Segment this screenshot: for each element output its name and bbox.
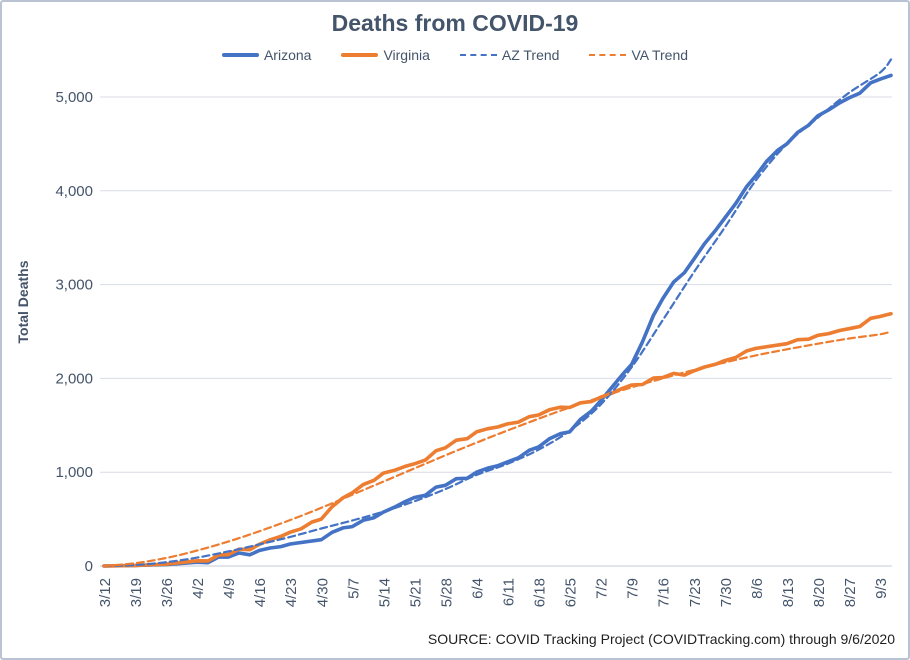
x-tick-label: 7/16 bbox=[656, 578, 673, 607]
x-tick-label: 7/2 bbox=[594, 578, 611, 599]
source-note: SOURCE: COVID Tracking Project (COVIDTra… bbox=[427, 631, 895, 647]
az-trend-dash-sample bbox=[459, 54, 497, 56]
x-tick-label: 4/23 bbox=[283, 578, 300, 607]
legend: Arizona Virginia AZ Trend VA Trend bbox=[2, 47, 908, 63]
x-tick-label: 5/21 bbox=[407, 578, 424, 607]
x-tick-label: 6/18 bbox=[532, 578, 549, 607]
arizona-line-sample bbox=[221, 53, 259, 57]
x-tick-label: 5/14 bbox=[376, 578, 393, 607]
x-tick-label: 4/30 bbox=[314, 578, 331, 607]
legend-label: AZ Trend bbox=[501, 47, 560, 63]
x-tick-label: 8/13 bbox=[780, 578, 797, 607]
y-tick-label: 5,000 bbox=[55, 89, 93, 106]
x-tick-label: 5/28 bbox=[438, 578, 455, 607]
x-tick-label: 4/16 bbox=[252, 578, 269, 607]
y-tick-label: 1,000 bbox=[55, 464, 93, 481]
virginia-line-sample bbox=[341, 53, 379, 57]
series-line-virginia[interactable] bbox=[102, 311, 893, 568]
x-tick-label: 8/6 bbox=[749, 578, 766, 599]
legend-label: Virginia bbox=[383, 47, 430, 63]
legend-item-az-trend[interactable]: AZ Trend bbox=[459, 47, 560, 63]
x-tick-label: 5/7 bbox=[345, 578, 362, 599]
series-line-az-trend[interactable] bbox=[102, 58, 893, 568]
series-line-arizona[interactable] bbox=[102, 73, 893, 568]
x-tick-label: 9/3 bbox=[873, 578, 890, 599]
y-tick-label: 2,000 bbox=[55, 370, 93, 387]
legend-item-virginia[interactable]: Virginia bbox=[341, 47, 430, 63]
y-tick-label: 3,000 bbox=[55, 277, 93, 294]
legend-item-arizona[interactable]: Arizona bbox=[221, 47, 312, 63]
x-tick-label: 8/27 bbox=[842, 578, 859, 607]
x-tick-label: 8/20 bbox=[811, 578, 828, 607]
series-line-va-trend[interactable] bbox=[102, 330, 893, 568]
va-trend-dash-sample bbox=[589, 54, 627, 56]
legend-item-va-trend[interactable]: VA Trend bbox=[589, 47, 688, 63]
chart-title: Deaths from COVID-19 bbox=[331, 10, 579, 36]
x-tick-label: 6/4 bbox=[469, 578, 486, 599]
x-tick-label: 6/11 bbox=[501, 578, 518, 606]
x-tick-label: 6/25 bbox=[563, 578, 580, 607]
x-tick-label: 3/19 bbox=[128, 578, 145, 607]
x-tick-label: 7/9 bbox=[625, 578, 642, 599]
legend-label: Arizona bbox=[263, 47, 312, 63]
x-tick-label: 3/26 bbox=[159, 578, 176, 607]
legend-label: VA Trend bbox=[631, 47, 689, 63]
x-tick-label: 7/23 bbox=[687, 578, 704, 607]
y-tick-label: 0 bbox=[85, 558, 93, 575]
x-tick-label: 4/9 bbox=[221, 578, 238, 599]
x-tick-label: 7/30 bbox=[718, 578, 735, 607]
y-tick-label: 4,000 bbox=[55, 183, 93, 200]
x-tick-label: 3/12 bbox=[97, 578, 114, 607]
x-tick-label: 4/2 bbox=[190, 578, 207, 599]
